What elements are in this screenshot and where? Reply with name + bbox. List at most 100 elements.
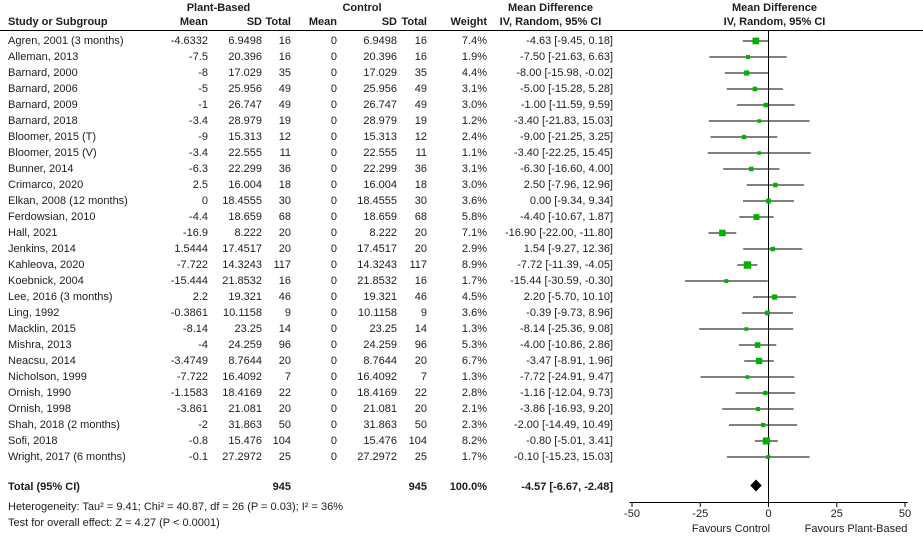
column-header-mean-difference: Mean Difference [508, 2, 593, 14]
control-mean: 0 [330, 83, 337, 95]
plant-total: 19 [278, 115, 291, 127]
study-weight: 3.6% [461, 195, 487, 207]
plant-total: 49 [278, 83, 291, 95]
control-mean: 0 [330, 371, 337, 383]
study-weight: 1.3% [461, 371, 487, 383]
plant-total: 49 [278, 99, 291, 111]
study-name: Neacsu, 2014 [8, 355, 76, 367]
study-name: Alleman, 2013 [8, 51, 79, 63]
plant-mean: -9 [198, 131, 208, 143]
plant-total: 22 [278, 387, 291, 399]
control-mean: 0 [330, 419, 337, 431]
control-sd: 24.259 [363, 339, 397, 351]
plant-mean: -5 [198, 83, 208, 95]
control-sd: 17.4517 [357, 243, 397, 255]
study-ci: -16.90 [-22.00, -11.80] [504, 227, 613, 239]
study-weight: 3.0% [461, 99, 487, 111]
control-mean: 0 [330, 115, 337, 127]
study-row: Wright, 2017 (6 months) -0.1 27.2972 25 0 27.… [0, 449, 923, 465]
control-total: 16 [414, 35, 427, 47]
plant-total: 16 [278, 35, 291, 47]
control-sd: 31.863 [363, 419, 397, 431]
study-name: Lee, 2016 (3 months) [8, 291, 113, 303]
plant-mean: -0.8 [189, 435, 208, 447]
study-weight: 5.3% [461, 339, 487, 351]
total-ci: -4.57 [-6.67, -2.48] [521, 481, 613, 493]
study-weight: 7.1% [461, 227, 487, 239]
study-ci: -4.63 [-9.45, 0.18] [526, 35, 613, 47]
control-sd: 26.747 [363, 99, 397, 111]
study-ci: -6.30 [-16.60, 4.00] [520, 163, 613, 175]
svg-text:Favours Control: Favours Control [692, 523, 770, 535]
plant-total: 35 [278, 67, 291, 79]
total-n-control: 945 [408, 481, 427, 493]
study-name: Shah, 2018 (2 months) [8, 419, 120, 431]
study-row: Nicholson, 1999 -7.722 16.4092 7 0 16.4092 7 1.… [0, 369, 923, 385]
plant-mean: -8 [198, 67, 208, 79]
plant-mean: -7.722 [176, 371, 208, 383]
study-weight: 2.1% [461, 403, 487, 415]
overall-effect-text: Test for overall effect: Z = 4.27 (P < 0… [8, 517, 220, 529]
plant-sd: 16.4092 [222, 371, 262, 383]
control-sd: 16.4092 [357, 371, 397, 383]
control-mean: 0 [330, 227, 337, 239]
plant-mean: -6.3 [189, 163, 208, 175]
column-header-iv-random-ci: IV, Random, 95% CI [499, 16, 602, 28]
study-weight: 1.2% [461, 115, 487, 127]
plant-total: 16 [278, 51, 291, 63]
plot-header-mean-difference: Mean Difference [732, 2, 817, 14]
control-total: 35 [414, 67, 427, 79]
control-mean: 0 [330, 339, 337, 351]
control-sd: 15.476 [363, 435, 397, 447]
study-ci: -5.00 [-15.28, 5.28] [520, 83, 613, 95]
plot-header-iv-random-ci: IV, Random, 95% CI [723, 16, 826, 28]
study-row: Lee, 2016 (3 months) 2.2 19.321 46 0 19.321 46… [0, 289, 923, 305]
study-name: Barnard, 2006 [8, 83, 78, 95]
control-total: 22 [414, 387, 427, 399]
plant-sd: 16.004 [228, 179, 262, 191]
study-weight: 3.0% [461, 179, 487, 191]
control-total: 20 [414, 227, 427, 239]
study-row: Elkan, 2008 (12 months) 0 18.4555 30 0 18.455… [0, 193, 923, 209]
study-weight: 8.9% [461, 259, 487, 271]
plant-sd: 19.321 [228, 291, 262, 303]
column-group-control: Control [342, 2, 382, 14]
study-weight: 2.4% [461, 131, 487, 143]
plant-mean: -4.6332 [170, 35, 208, 47]
study-row: Ferdowsian, 2010 -4.4 18.659 68 0 18.659 68 5.8… [0, 209, 923, 225]
plant-sd: 15.476 [228, 435, 262, 447]
control-mean: 0 [330, 131, 337, 143]
plant-mean: -4.4 [189, 211, 208, 223]
study-name: Agren, 2001 (3 months) [8, 35, 124, 47]
plant-total: 96 [278, 339, 291, 351]
column-header-sd-control: SD [381, 16, 397, 28]
control-mean: 0 [330, 163, 337, 175]
control-sd: 6.9498 [363, 35, 397, 47]
study-ci: 2.20 [-5.70, 10.10] [523, 291, 613, 303]
control-mean: 0 [330, 211, 337, 223]
control-mean: 0 [330, 243, 337, 255]
plant-total: 20 [278, 227, 291, 239]
plant-total: 9 [284, 307, 291, 319]
control-sd: 21.8532 [357, 275, 397, 287]
control-total: 9 [420, 307, 427, 319]
svg-text:Favours Plant-Based: Favours Plant-Based [805, 523, 908, 535]
plant-mean: -3.4 [189, 147, 208, 159]
control-mean: 0 [330, 179, 337, 191]
study-row: Agren, 2001 (3 months) -4.6332 6.9498 16 0 6.… [0, 33, 923, 49]
control-sd: 8.7644 [363, 355, 397, 367]
study-row: Crimarco, 2020 2.5 16.004 18 0 16.004 18 3.0% 2.… [0, 177, 923, 193]
plant-sd: 10.1158 [223, 307, 262, 319]
plant-mean: -0.1 [189, 451, 208, 463]
control-mean: 0 [330, 355, 337, 367]
study-row: Barnard, 2000 -8 17.029 35 0 17.029 35 4.4% -8.0… [0, 65, 923, 81]
study-name: Koebnick, 2004 [8, 275, 84, 287]
control-sd: 18.659 [363, 211, 397, 223]
study-name: Ornish, 1990 [8, 387, 71, 399]
study-ci: -7.72 [-24.91, 9.47] [520, 371, 613, 383]
study-row: Hall, 2021 -16.9 8.222 20 0 8.222 20 7.1% -16.90… [0, 225, 923, 241]
study-row: Macklin, 2015 -8.14 23.25 14 0 23.25 14 1.3% -8.… [0, 321, 923, 337]
control-sd: 23.25 [369, 323, 397, 335]
control-total: 12 [414, 131, 427, 143]
study-ci: -8.14 [-25.36, 9.08] [520, 323, 613, 335]
